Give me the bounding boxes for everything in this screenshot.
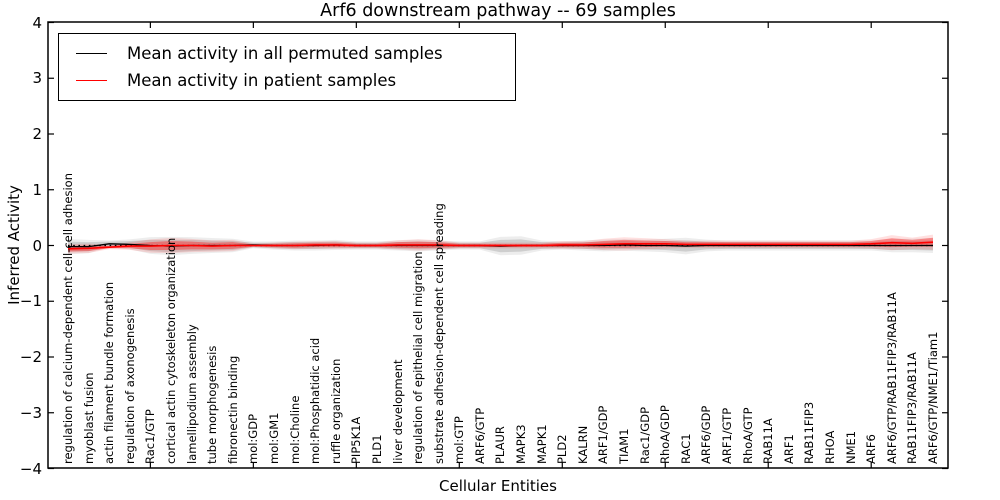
- x-tick-label: actin filament bundle formation: [102, 281, 117, 464]
- legend-item-permuted: Mean activity in all permuted samples: [59, 40, 515, 67]
- x-tick-label: TIAM1: [617, 428, 632, 464]
- x-tick-label: ARF6/GTP: [472, 407, 487, 464]
- patient-mean-line: [67, 241, 934, 250]
- x-tick-label: NME1: [843, 430, 858, 464]
- legend: Mean activity in all permuted samples Me…: [58, 33, 516, 101]
- x-tick-label: RhoA/GTP: [740, 407, 755, 464]
- x-tick-label: mol:GDP: [246, 413, 261, 464]
- y-tick-label: 2: [32, 125, 42, 143]
- x-tick-label: ARF6/GTP/RAB11FIP3/RAB11A: [884, 292, 899, 464]
- x-tick-label: ARF1/GTP: [720, 407, 735, 464]
- legend-label-permuted: Mean activity in all permuted samples: [127, 44, 443, 63]
- patient-band: [68, 237, 933, 252]
- x-tick-label: ARF6/GDP: [699, 405, 714, 464]
- x-tick-label: tube morphogenesis: [205, 345, 220, 464]
- x-axis-label: Cellular Entities: [439, 477, 557, 495]
- x-tick-label: Rac1/GDP: [637, 406, 652, 464]
- x-tick-label: ruffle organization: [328, 358, 343, 464]
- y-tick-label: 3: [32, 69, 42, 88]
- x-tick-label: mol:Phosphatidic acid: [308, 337, 323, 464]
- x-tick-label: ARF1: [781, 434, 796, 464]
- y-tick-label: 1: [32, 180, 42, 199]
- x-tick-label: MAPK3: [514, 424, 529, 464]
- x-tick-label: regulation of calcium-dependent cell-cel…: [61, 173, 75, 464]
- x-tick-label: PLAUR: [493, 426, 508, 464]
- x-tick-label: mol:GM1: [266, 412, 281, 464]
- y-tick-label: 0: [32, 236, 42, 255]
- x-tick-label: regulation of axonogenesis: [122, 308, 137, 464]
- legend-item-patient: Mean activity in patient samples: [59, 67, 515, 94]
- x-tick-label: RHOA: [823, 430, 837, 464]
- x-tick-label: mol:Choline: [287, 395, 302, 464]
- x-tick-label: PIP5K1A: [349, 416, 364, 464]
- patient-band-outer: [68, 234, 933, 254]
- x-tick-label: regulation of epithelial cell migration: [411, 251, 426, 464]
- x-tick-label: mol:GTP: [452, 416, 467, 464]
- legend-line-sample-red: [76, 80, 107, 81]
- x-tick-label: lamellipodium assembly: [184, 324, 199, 464]
- x-tick-label: fibronectin binding: [225, 355, 240, 464]
- x-tick-label: ARF6/GTP/NME1/Tiam1: [925, 331, 940, 464]
- y-tick-label: −1: [19, 292, 42, 311]
- x-tick-label: KALRN: [575, 425, 590, 464]
- x-tick-label: PLD1: [369, 434, 384, 464]
- x-tick-label: myoblast fusion: [81, 372, 96, 464]
- x-tick-label: liver development: [390, 359, 405, 464]
- x-tick-label: ARF1/GDP: [596, 405, 611, 464]
- x-tick-label: cortical actin cytoskeleton organization: [163, 237, 178, 464]
- x-tick-label: MAPK1: [534, 424, 549, 464]
- x-tick-label: RAC1: [678, 433, 693, 464]
- legend-label-patient: Mean activity in patient samples: [127, 71, 397, 90]
- x-tick-label: substrate adhesion-dependent cell spread…: [431, 203, 446, 464]
- chart-title: Arf6 downstream pathway -- 69 samples: [320, 1, 676, 21]
- y-tick-label: −3: [19, 403, 42, 422]
- legend-line-sample-black: [76, 53, 107, 54]
- y-tick-label: −2: [19, 348, 42, 366]
- x-tick-label: RAB11FIP3/RAB11A: [905, 352, 920, 464]
- x-tick-label: RAB11A: [761, 418, 776, 464]
- x-tick-label: RhoA/GDP: [658, 405, 673, 464]
- x-tick-label: RAB11FIP3: [802, 401, 817, 464]
- y-tick-label: 4: [32, 13, 42, 32]
- x-tick-label: PLD2: [555, 434, 570, 464]
- x-tick-label: Rac1/GTP: [143, 409, 158, 464]
- y-tick-label: −4: [19, 459, 42, 478]
- x-tick-label: ARF6: [864, 434, 879, 464]
